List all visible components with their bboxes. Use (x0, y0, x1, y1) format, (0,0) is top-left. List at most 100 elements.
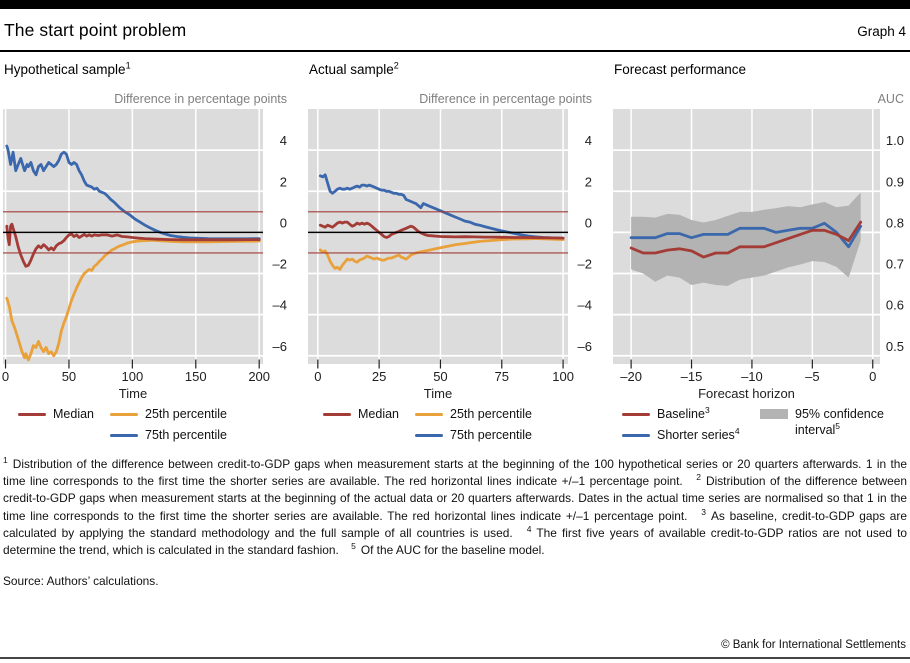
x-tick-label: –20 (620, 369, 642, 384)
y-axis-unit-label: Difference in percentage points (419, 92, 592, 106)
legend-label: Median (53, 407, 94, 421)
series-line-baseline (629, 220, 863, 259)
x-tick-label: –10 (741, 369, 763, 384)
chart-actual-sample: 4 2 0 –2 –4 –6 0 25 50 75 100 Time (308, 109, 592, 401)
chart-forecast-performance: 1.0 0.9 0.8 0.7 0.6 0.5 –20 –15 –10 –5 0 Forecast h… (613, 109, 904, 401)
footnote-3: 3 As baseline, credit-to-GDP gaps are cal… (3, 507, 907, 540)
panel-title: Hypothetical sample1 (4, 60, 305, 77)
x-axis-title: Forecast horizon (698, 386, 795, 401)
x-tick-label: 150 (185, 369, 207, 384)
y-tick-label: –6 (273, 339, 287, 354)
legend-item-shorter-series: Shorter series4 (622, 427, 760, 443)
series-line-25th-percentile (318, 237, 565, 271)
x-axis-title: Time (119, 386, 147, 401)
footnote-marker: 1 (3, 455, 8, 466)
footnote-text: As baseline, credit-to-GDP gaps are calc… (3, 508, 907, 540)
median-line-swatch (323, 412, 351, 416)
source-line: Source: Authors’ calculations. (3, 574, 159, 589)
panel-title-footnote-marker: 1 (125, 60, 131, 71)
baseline-line-swatch (622, 412, 650, 416)
panel-head: Actual sample2 Difference in percentage … (305, 59, 610, 109)
footnote-text: The first five years of available credit… (3, 525, 908, 558)
panel-actual-sample: Actual sample2 Difference in percentage … (305, 59, 610, 443)
panel-title: Forecast performance (614, 62, 910, 77)
y-tick-label: 4 (585, 133, 592, 148)
y-tick-label: 4 (280, 133, 287, 148)
panel-title-footnote-marker: 2 (393, 60, 399, 71)
confidence-band-swatch (760, 409, 788, 419)
legend-label: Median (358, 407, 399, 421)
graph-header: The start point problem Graph 4 (0, 9, 910, 52)
legend-item-baseline: Baseline3 (622, 406, 760, 422)
legend-forecast-performance: Baseline3 Shorter series4 95% confidence… (622, 406, 910, 443)
legend-label: 95% confidence interval5 (795, 406, 907, 438)
legend-item-25th-percentile: 25th percentile (415, 406, 610, 422)
y-tick-label: 1.0 (886, 133, 904, 148)
y-tick-label: –2 (578, 257, 592, 272)
footnote-4: 4 The first five years of available credi… (3, 525, 908, 558)
x-tick-label: 100 (122, 369, 144, 384)
legend-label: Shorter series4 (657, 427, 740, 443)
graph-title: The start point problem (4, 20, 187, 40)
legend-item-confidence-interval: 95% confidence interval5 (760, 406, 910, 443)
p25-line-swatch (415, 412, 443, 416)
footnote-marker: 5 (351, 541, 356, 552)
panel-title: Actual sample2 (309, 60, 610, 77)
x-tick-label: 200 (248, 369, 270, 384)
graph-number: Graph 4 (857, 24, 906, 39)
legend-label-text: Shorter series (657, 428, 735, 442)
chart-hypothetical-sample: 4 2 0 –2 –4 –6 0 50 100 150 200 Time (2, 109, 287, 401)
bottom-rule (0, 657, 910, 659)
legend-footnote-marker: 5 (835, 420, 841, 431)
x-tick-label: 75 (495, 369, 509, 384)
footnote-text: Distribution of the difference between c… (3, 474, 907, 523)
footnote-1: 1 Distribution of the difference between … (3, 455, 907, 488)
y-axis-unit-label: Difference in percentage points (114, 92, 287, 106)
panel-title-text: Actual sample (309, 62, 394, 77)
legend-label: 25th percentile (450, 407, 533, 421)
panel-title-text: Hypothetical sample (4, 62, 126, 77)
footnote-2: 2 Distribution of the difference between … (3, 473, 907, 523)
legend-footnote-marker: 4 (734, 425, 740, 436)
legend-label: Baseline3 (657, 406, 710, 422)
panel-head: Hypothetical sample1 Difference in perce… (0, 59, 305, 109)
p75-line-swatch (110, 433, 138, 437)
series-line-median (318, 220, 565, 240)
y-tick-label: 0 (585, 215, 592, 230)
legend-item-median: Median (323, 406, 415, 422)
x-tick-label: 100 (552, 369, 574, 384)
panel-hypothetical-sample: Hypothetical sample1 Difference in perce… (0, 59, 305, 443)
x-tick-label: –5 (805, 369, 819, 384)
legend-item-75th-percentile: 75th percentile (110, 427, 305, 443)
x-tick-label: 50 (433, 369, 447, 384)
y-tick-label: 2 (280, 174, 287, 189)
copyright-line: © Bank for International Settlements (721, 639, 906, 651)
panel-head: Forecast performance AUC (610, 59, 910, 109)
legend-hypothetical-sample: Median 25th percentile 75th percentile (18, 406, 305, 443)
legend-item-median: Median (18, 406, 110, 422)
y-tick-label: –2 (273, 257, 287, 272)
x-tick-label: –15 (681, 369, 703, 384)
y-axis-unit-label: AUC (877, 92, 904, 106)
footnote-5: 5 Of the AUC for the baseline model. (351, 541, 545, 558)
x-tick-label: 50 (62, 369, 76, 384)
panel-forecast-performance: Forecast performance AUC 1.0 0.9 0.8 0.7 0.6… (610, 59, 910, 443)
y-tick-label: 0.8 (886, 215, 904, 230)
legend-item-75th-percentile: 75th percentile (415, 427, 610, 443)
y-tick-label: –6 (578, 339, 592, 354)
legend-label: 75th percentile (450, 428, 533, 442)
y-tick-label: 0.7 (886, 257, 904, 272)
series-line-75th-percentile (318, 173, 565, 240)
legend-label: 25th percentile (145, 407, 228, 421)
series-line-shorter-series (629, 221, 863, 249)
panel-title-text: Forecast performance (614, 62, 747, 77)
footnote-text: Of the AUC for the baseline model. (360, 543, 545, 558)
confidence-band (631, 192, 861, 286)
y-tick-label: 2 (585, 174, 592, 189)
y-tick-label: –4 (273, 298, 287, 313)
x-axis-title: Time (424, 386, 452, 401)
y-tick-label: 0.5 (886, 339, 904, 354)
median-line-swatch (18, 412, 46, 416)
top-black-bar (0, 0, 910, 9)
panels-row: Hypothetical sample1 Difference in perce… (0, 59, 910, 443)
